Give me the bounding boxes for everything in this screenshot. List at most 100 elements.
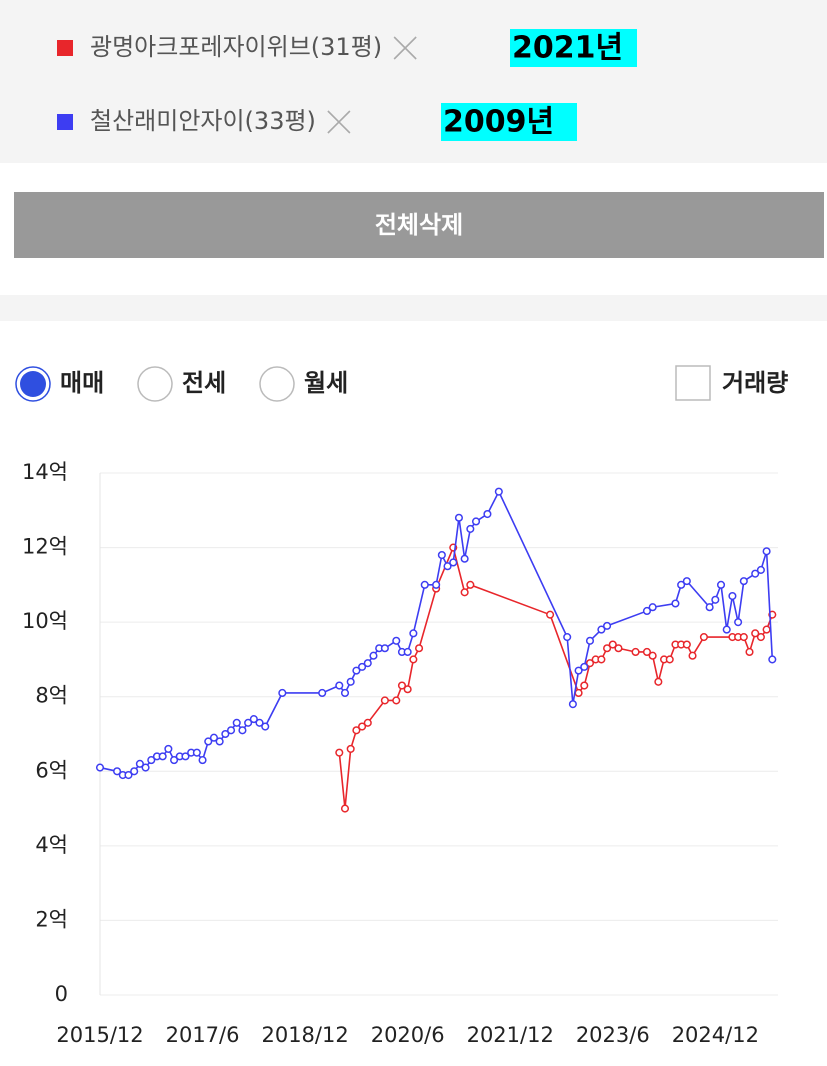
radio-dot[interactable] (20, 371, 46, 397)
data-point (204, 737, 213, 746)
data-point (437, 550, 446, 560)
x-tick-label: 2023/6 (576, 1023, 650, 1047)
data-point (226, 726, 236, 735)
radio-label[interactable]: 월세 (304, 369, 348, 397)
data-point (597, 655, 606, 664)
data-point (380, 696, 389, 705)
y-tick-label: 8억 (35, 684, 68, 708)
data-point (358, 662, 367, 671)
annotation-highlight (510, 29, 637, 67)
data-point (249, 715, 258, 724)
data-point (648, 651, 657, 660)
data-point (232, 718, 241, 727)
data-point (734, 618, 743, 627)
volume-label[interactable]: 거래량 (722, 369, 788, 397)
data-point (728, 591, 737, 601)
x-tick-label: 2015/12 (56, 1023, 143, 1047)
data-point (449, 558, 458, 567)
data-point (221, 729, 230, 739)
data-point (751, 629, 760, 638)
y-tick-label: 6억 (35, 758, 68, 782)
data-point (130, 767, 139, 776)
data-point (403, 685, 412, 694)
x-tick-label: 2021/12 (467, 1023, 554, 1047)
data-point (409, 629, 418, 638)
y-tick-label: 10억 (22, 609, 68, 633)
data-point (671, 599, 680, 608)
data-point (335, 748, 344, 757)
data-point (682, 640, 691, 649)
data-point (631, 647, 640, 657)
data-point (705, 603, 714, 612)
radio-label[interactable]: 전세 (182, 369, 226, 397)
delete-all-label[interactable]: 전체삭제 (375, 211, 463, 239)
data-point (443, 562, 452, 571)
data-point (181, 752, 190, 761)
data-point (124, 770, 133, 780)
remove-icon[interactable] (327, 110, 351, 134)
data-point (597, 625, 606, 634)
data-point (244, 718, 253, 727)
data-point (614, 644, 623, 653)
data-point (192, 748, 201, 757)
data-point (255, 718, 264, 727)
data-point (608, 640, 617, 649)
data-point (574, 666, 583, 675)
data-point (756, 565, 765, 574)
legend-label: 광명아크포레자이위브(31평) (90, 33, 382, 61)
x-tick-label: 2017/6 (166, 1023, 240, 1047)
data-point (147, 756, 156, 765)
data-point (739, 577, 748, 586)
y-tick-label: 12억 (22, 535, 68, 559)
data-point (113, 767, 122, 776)
data-point (340, 688, 350, 698)
data-point (642, 606, 652, 616)
remove-icon[interactable] (393, 36, 417, 60)
data-point (699, 633, 708, 642)
data-point (454, 513, 463, 522)
series-line (338, 545, 774, 809)
data-point (170, 756, 179, 765)
data-point (340, 804, 350, 813)
radio[interactable] (259, 366, 295, 402)
data-point (363, 659, 372, 668)
x-tick-label: 2018/12 (261, 1023, 348, 1047)
data-point (158, 752, 167, 761)
data-point (563, 633, 572, 642)
data-point (466, 580, 475, 589)
data-point (198, 756, 207, 765)
separator (0, 295, 827, 321)
data-point (654, 677, 663, 686)
data-point (768, 655, 777, 664)
data-point (574, 688, 583, 698)
data-point (568, 700, 577, 709)
data-point (580, 681, 589, 690)
data-point (762, 547, 771, 556)
data-point (677, 580, 686, 589)
data-point (585, 659, 595, 668)
radio-label[interactable]: 매매 (60, 369, 104, 397)
data-point (261, 722, 270, 731)
data-point (642, 647, 652, 657)
annotation: 2009년 (443, 105, 554, 140)
delete-all-button[interactable] (14, 192, 824, 258)
radio[interactable] (137, 366, 173, 402)
data-point (665, 655, 674, 664)
data-point (483, 509, 492, 519)
data-point (397, 681, 407, 690)
data-point (546, 610, 555, 619)
volume-checkbox[interactable] (675, 365, 711, 401)
data-point (585, 636, 595, 645)
data-point (392, 636, 401, 645)
data-point (420, 580, 429, 589)
data-point (722, 625, 731, 634)
legend-swatch (57, 114, 73, 130)
data-point (460, 554, 469, 563)
data-point (346, 744, 355, 753)
data-point (745, 647, 754, 657)
y-tick-label: 0 (55, 982, 68, 1006)
data-point (409, 655, 418, 664)
data-point (466, 524, 475, 533)
data-point (358, 722, 367, 731)
